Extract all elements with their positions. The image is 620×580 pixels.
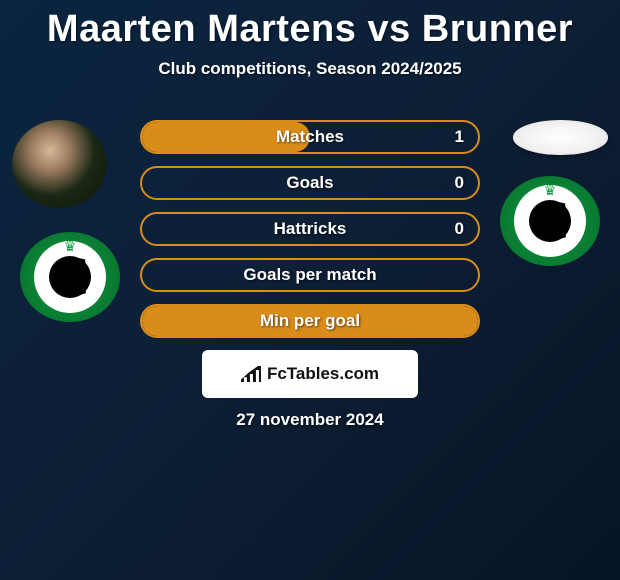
stat-label: Hattricks	[142, 219, 478, 239]
player-left-avatar	[12, 120, 107, 208]
stat-bar-min-per-goal: Min per goal	[140, 304, 480, 338]
crown-icon: ♛	[544, 182, 557, 199]
stat-label: Goals	[142, 173, 478, 193]
club-badge-left: C ♛	[20, 232, 120, 322]
page-title: Maarten Martens vs Brunner	[0, 0, 620, 51]
fctables-label: FcTables.com	[267, 364, 379, 384]
stats-container: Matches 1 Goals 0 Hattricks 0 Goals per …	[140, 120, 480, 350]
stat-label: Goals per match	[142, 265, 478, 285]
stat-bar-hattricks: Hattricks 0	[140, 212, 480, 246]
stat-value: 0	[455, 173, 464, 193]
stat-label: Min per goal	[142, 311, 478, 331]
fctables-watermark: FcTables.com	[202, 350, 418, 398]
club-badge-right: C ♛	[500, 176, 600, 266]
stat-value: 0	[455, 219, 464, 239]
date-label: 27 november 2024	[0, 410, 620, 430]
subtitle: Club competitions, Season 2024/2025	[0, 59, 620, 79]
crown-icon: ♛	[64, 238, 77, 255]
stat-bar-matches: Matches 1	[140, 120, 480, 154]
stat-label: Matches	[142, 127, 478, 147]
player-right-avatar	[513, 120, 608, 155]
stat-value: 1	[455, 127, 464, 147]
chart-icon	[241, 366, 261, 382]
stat-bar-goals: Goals 0	[140, 166, 480, 200]
stat-bar-goals-per-match: Goals per match	[140, 258, 480, 292]
